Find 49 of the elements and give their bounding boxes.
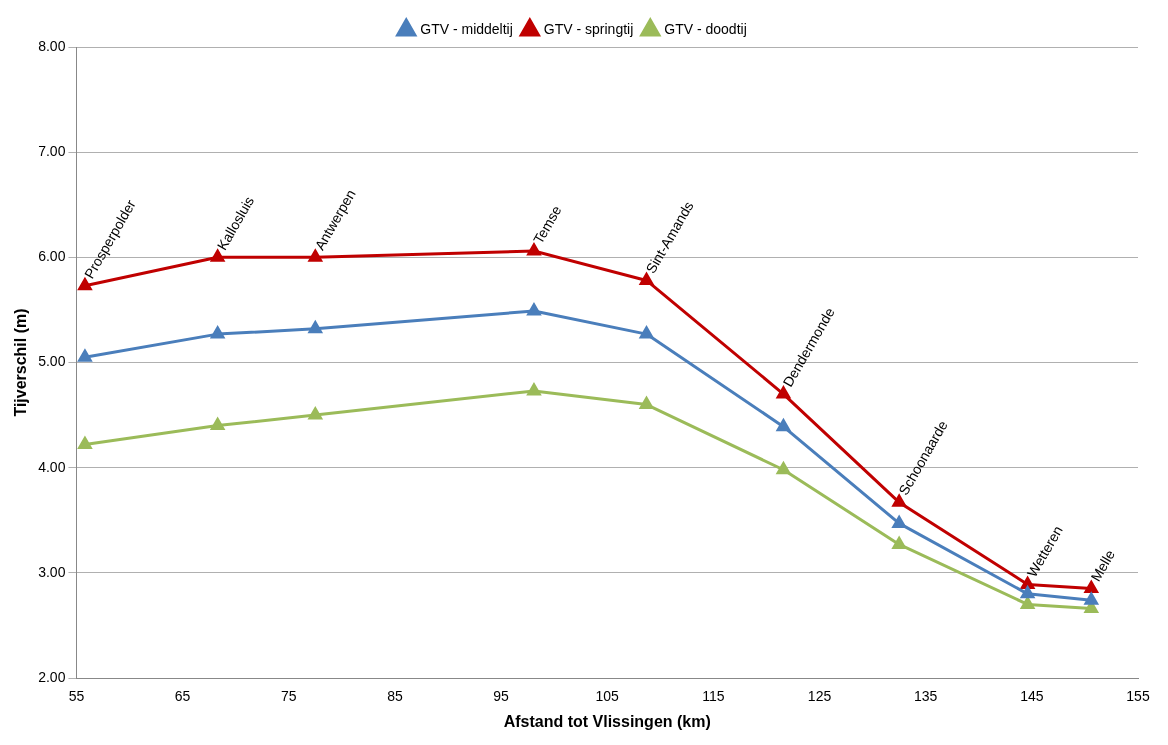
x-tick-label: 75 (280, 688, 297, 705)
x-axis-title: Afstand tot Vlissingen (km) (503, 712, 711, 730)
point (639, 272, 654, 285)
point (1020, 576, 1035, 589)
x-tick-label: 95 (493, 688, 510, 705)
point (78, 349, 92, 362)
x-tick-label: 85 (387, 688, 403, 705)
x-tick-label: 145 (1020, 688, 1044, 705)
point (1020, 596, 1035, 609)
y-tick-label: 8.00 (38, 37, 66, 54)
x-tick-label: 115 (702, 688, 725, 705)
y-tick-label: 3.00 (38, 563, 66, 580)
point (1020, 586, 1035, 599)
point (639, 397, 654, 410)
point (892, 494, 906, 507)
point (527, 383, 541, 396)
point (78, 437, 92, 450)
legend-label: GTV - doodtij (664, 20, 747, 37)
point (78, 278, 92, 291)
point (639, 326, 654, 339)
point (308, 249, 322, 262)
point (210, 326, 225, 339)
x-tick-label: 135 (914, 688, 938, 705)
point (210, 249, 225, 262)
point (892, 536, 906, 549)
point (1084, 581, 1098, 594)
legend-label: GTV - springtij (543, 20, 634, 37)
point (776, 462, 791, 475)
y-tick-label: 2.00 (38, 668, 66, 685)
x-tick-label: 65 (174, 688, 191, 705)
point (776, 419, 791, 432)
y-tick-label: 6.00 (38, 248, 66, 265)
point (892, 515, 906, 528)
x-tick-label: 105 (595, 688, 620, 705)
y-tick-label: 4.00 (38, 458, 66, 475)
y-tick-label: 5.00 (38, 353, 66, 370)
point (308, 321, 322, 334)
legend-label: GTV - middeltij (420, 20, 513, 37)
x-tick-label: 55 (68, 688, 85, 705)
point (308, 407, 322, 420)
y-axis-title: Tijverschil (m) (12, 308, 30, 417)
point (210, 418, 225, 431)
x-tick-label: 125 (807, 688, 832, 705)
point (527, 303, 541, 316)
point (527, 243, 541, 256)
point (1084, 592, 1098, 605)
y-tick-label: 7.00 (38, 143, 66, 160)
x-tick-label: 155 (1126, 688, 1150, 705)
point (776, 386, 791, 399)
